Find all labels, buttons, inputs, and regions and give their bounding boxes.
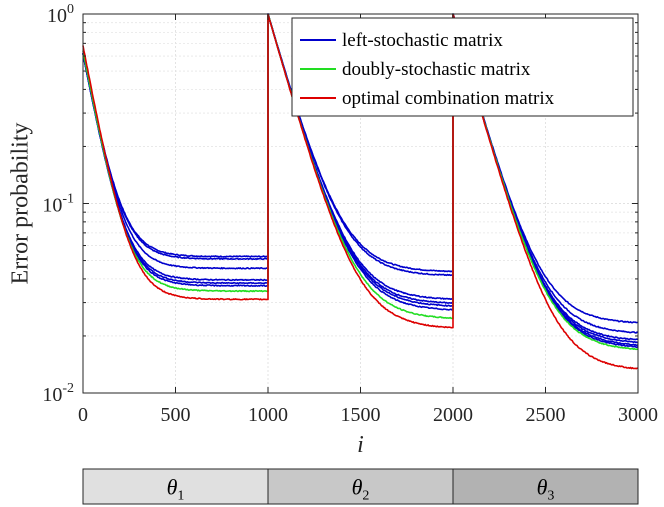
x-axis-label: i: [357, 432, 364, 458]
x-tick-label: 1000: [248, 404, 288, 426]
series-line-left-stochastic-matrix: [82, 13, 639, 334]
x-tick-label: 3000: [618, 404, 658, 426]
state-segment: [452, 468, 639, 505]
y-tick-label: 100: [47, 2, 74, 27]
y-tick-label: 10-1: [42, 192, 74, 217]
series-line-doubly-stochastic-matrix: [82, 13, 639, 351]
x-tick-label: 0: [78, 404, 88, 426]
state-bar: θ1 θ2 θ3: [82, 468, 639, 505]
series-line-optimal-combination-matrix: [82, 13, 639, 370]
legend-box: [291, 17, 634, 117]
series-group: [82, 13, 639, 370]
state-label: θ1: [167, 475, 185, 504]
y-axis-label: Error probability: [8, 123, 34, 285]
state-label: θ2: [352, 475, 370, 504]
x-tick-label: 2500: [526, 404, 566, 426]
x-tick-label: 2000: [433, 404, 473, 426]
x-tick-label: 500: [161, 404, 191, 426]
state-segment: [82, 468, 269, 505]
legend-entry-label: optimal combination matrix: [342, 88, 555, 109]
tick-group: 0 500 1000 1500 2000 2500 3000 10-2 10-1 100: [42, 2, 658, 426]
legend: left-stochastic matrix doubly-stochastic …: [291, 17, 634, 117]
legend-entry-label: doubly-stochastic matrix: [342, 59, 531, 80]
x-tick-label: 1500: [341, 404, 381, 426]
series-line-left-stochastic-matrix: [82, 13, 639, 324]
state-segment: [267, 468, 454, 505]
y-tick-label: 10-2: [42, 381, 74, 406]
legend-entry-label: left-stochastic matrix: [342, 30, 503, 51]
state-label: θ3: [537, 475, 555, 504]
